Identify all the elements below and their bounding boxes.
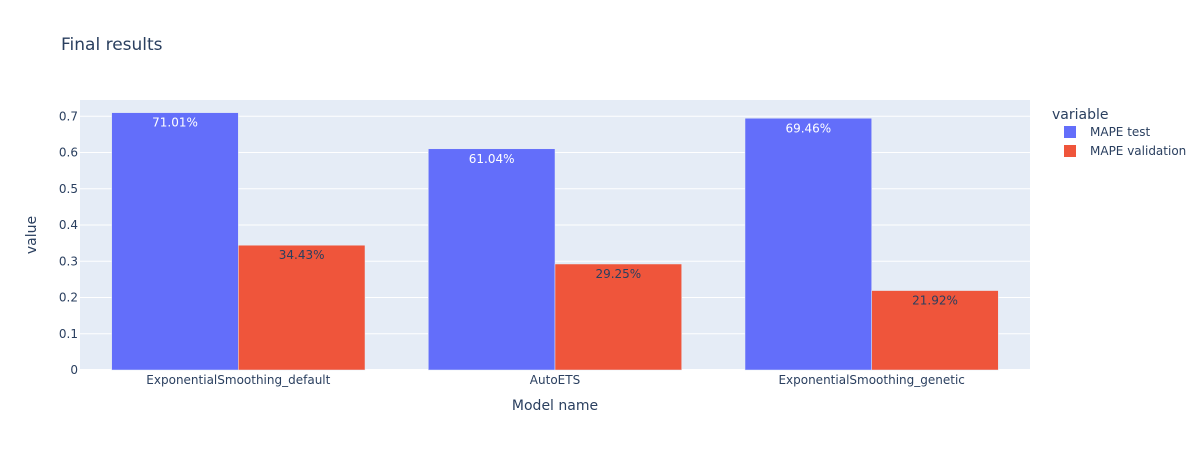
legend-swatch[interactable] (1064, 126, 1076, 138)
bar-data-label: 29.25% (595, 267, 641, 281)
bar-mape-test (428, 148, 556, 371)
bar-mape-validation (554, 263, 682, 371)
legend-swatch[interactable] (1064, 145, 1076, 157)
bar-data-label: 34.43% (279, 248, 325, 262)
x-tick-label: AutoETS (530, 373, 580, 387)
x-axis-ticks: ExponentialSmoothing_default AutoETS Expon… (146, 373, 965, 387)
x-axis-title: Model name (512, 398, 598, 414)
y-axis-title: value (24, 216, 40, 254)
bars: 71.01% 34.43% 61.04% 29.25% 69.46% 21.92% (111, 112, 999, 371)
x-tick-label: ExponentialSmoothing_default (146, 373, 330, 387)
bar-mape-test (111, 112, 239, 371)
bar-data-label: 71.01% (152, 116, 198, 130)
y-axis-ticks: 0 0.1 0.2 0.3 0.4 0.5 0.6 0.7 (59, 109, 78, 377)
x-tick-label: ExponentialSmoothing_genetic (778, 373, 964, 387)
bar-data-label: 69.46% (785, 121, 831, 135)
bar-mape-validation (871, 290, 999, 371)
legend-item-label[interactable]: MAPE test (1090, 125, 1151, 139)
y-tick-label: 0.6 (59, 146, 78, 160)
y-tick-label: 0.3 (59, 254, 78, 268)
bar-data-label: 21.92% (912, 294, 958, 308)
y-tick-label: 0 (70, 363, 78, 377)
y-tick-label: 0.2 (59, 291, 78, 305)
y-tick-label: 0.7 (59, 109, 78, 123)
bar-mape-validation (238, 244, 366, 371)
legend: variable MAPE test MAPE validation (1052, 107, 1186, 158)
y-tick-label: 0.4 (59, 218, 78, 232)
y-tick-label: 0.1 (59, 327, 78, 341)
legend-title: variable (1052, 107, 1108, 123)
chart-title: Final results (61, 35, 163, 55)
bar-mape-test (744, 118, 872, 371)
legend-item-label[interactable]: MAPE validation (1090, 144, 1186, 158)
y-tick-label: 0.5 (59, 182, 78, 196)
bar-data-label: 61.04% (469, 152, 515, 166)
